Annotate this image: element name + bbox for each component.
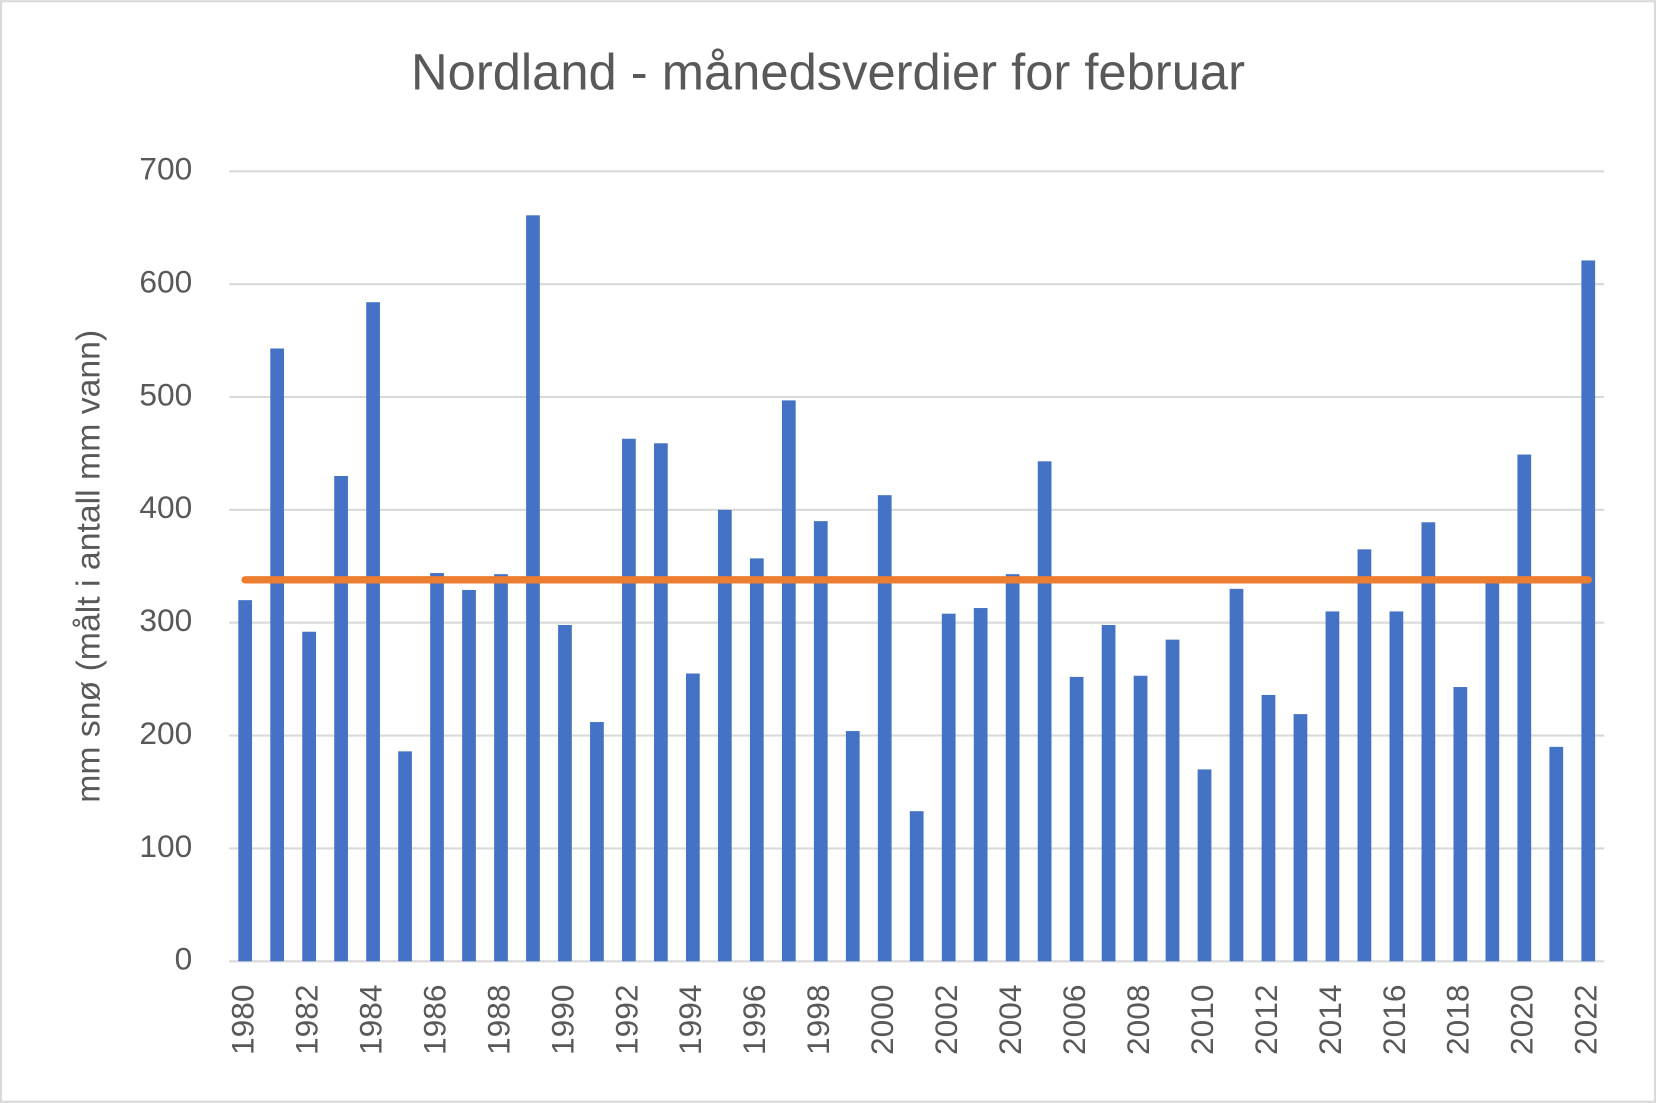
bar	[526, 215, 540, 962]
bar	[1581, 260, 1596, 962]
bar	[398, 751, 412, 962]
bar	[622, 438, 636, 962]
x-tick-label: 2004	[992, 985, 1028, 1055]
y-tick-label: 700	[139, 151, 192, 187]
bar	[1165, 639, 1180, 962]
x-tick-label: 1992	[608, 985, 644, 1055]
bar	[1453, 687, 1468, 962]
x-tick-label: 2022	[1568, 985, 1604, 1055]
y-tick-label: 0	[175, 941, 193, 977]
bar	[238, 600, 253, 962]
bar	[430, 573, 444, 962]
bar	[270, 348, 285, 962]
x-tick-label: 1988	[480, 985, 516, 1055]
x-tick-label: 2002	[928, 985, 964, 1055]
y-tick-label: 600	[139, 264, 192, 300]
bar	[1101, 624, 1116, 962]
y-axis-label: mm snø (målt i antall mm vann)	[70, 330, 108, 803]
bar	[494, 574, 508, 962]
bar	[1357, 549, 1372, 962]
bar	[1261, 694, 1276, 962]
bar	[781, 400, 796, 962]
bar	[1037, 461, 1052, 962]
x-tick-label: 2020	[1504, 985, 1540, 1055]
bar	[1293, 714, 1308, 962]
y-tick-label: 500	[139, 376, 192, 412]
x-tick-label: 2008	[1120, 985, 1156, 1055]
bar	[686, 673, 700, 962]
bar	[973, 608, 988, 962]
x-tick-label: 1994	[672, 985, 708, 1055]
x-tick-label: 1998	[800, 985, 836, 1055]
bar	[941, 613, 956, 962]
bar	[877, 495, 892, 962]
x-tick-label: 1982	[288, 985, 324, 1055]
bar	[302, 631, 316, 962]
bar	[1325, 611, 1340, 962]
x-tick-label: 2018	[1440, 985, 1476, 1055]
bar	[1421, 522, 1436, 962]
y-tick-label: 300	[139, 602, 192, 638]
bar	[749, 558, 764, 962]
bar	[1069, 676, 1084, 962]
bar	[813, 521, 828, 962]
bar	[909, 811, 924, 962]
x-tick-label: 2014	[1312, 985, 1348, 1055]
bar	[845, 731, 860, 962]
bar	[1389, 611, 1404, 962]
x-tick-label: 2010	[1184, 985, 1220, 1055]
y-tick-label: 200	[139, 715, 192, 751]
bar	[1005, 574, 1020, 962]
bar	[462, 589, 476, 962]
x-tick-label: 2016	[1376, 985, 1412, 1055]
bar	[1485, 583, 1500, 962]
bar	[1549, 746, 1564, 962]
bar	[1133, 675, 1148, 962]
bar	[334, 476, 348, 962]
bar	[558, 624, 572, 962]
x-tick-label: 1980	[225, 985, 261, 1055]
y-tick-label: 100	[139, 828, 192, 864]
bar	[366, 302, 380, 962]
x-tick-label: 1986	[416, 985, 452, 1055]
bar	[1197, 769, 1212, 962]
x-tick-label: 2006	[1056, 985, 1092, 1055]
bar	[654, 443, 668, 962]
bar	[717, 509, 732, 962]
x-tick-label: 2000	[864, 985, 900, 1055]
y-tick-label: 400	[139, 489, 192, 525]
x-tick-label: 1984	[352, 985, 388, 1055]
x-tick-label: 2012	[1248, 985, 1284, 1055]
x-tick-label: 1990	[544, 985, 580, 1055]
bar	[590, 722, 604, 962]
x-tick-label: 1996	[736, 985, 772, 1055]
chart-title: Nordland - månedsverdier for februar	[411, 44, 1245, 101]
bar	[1517, 454, 1532, 962]
bar	[1229, 588, 1244, 962]
